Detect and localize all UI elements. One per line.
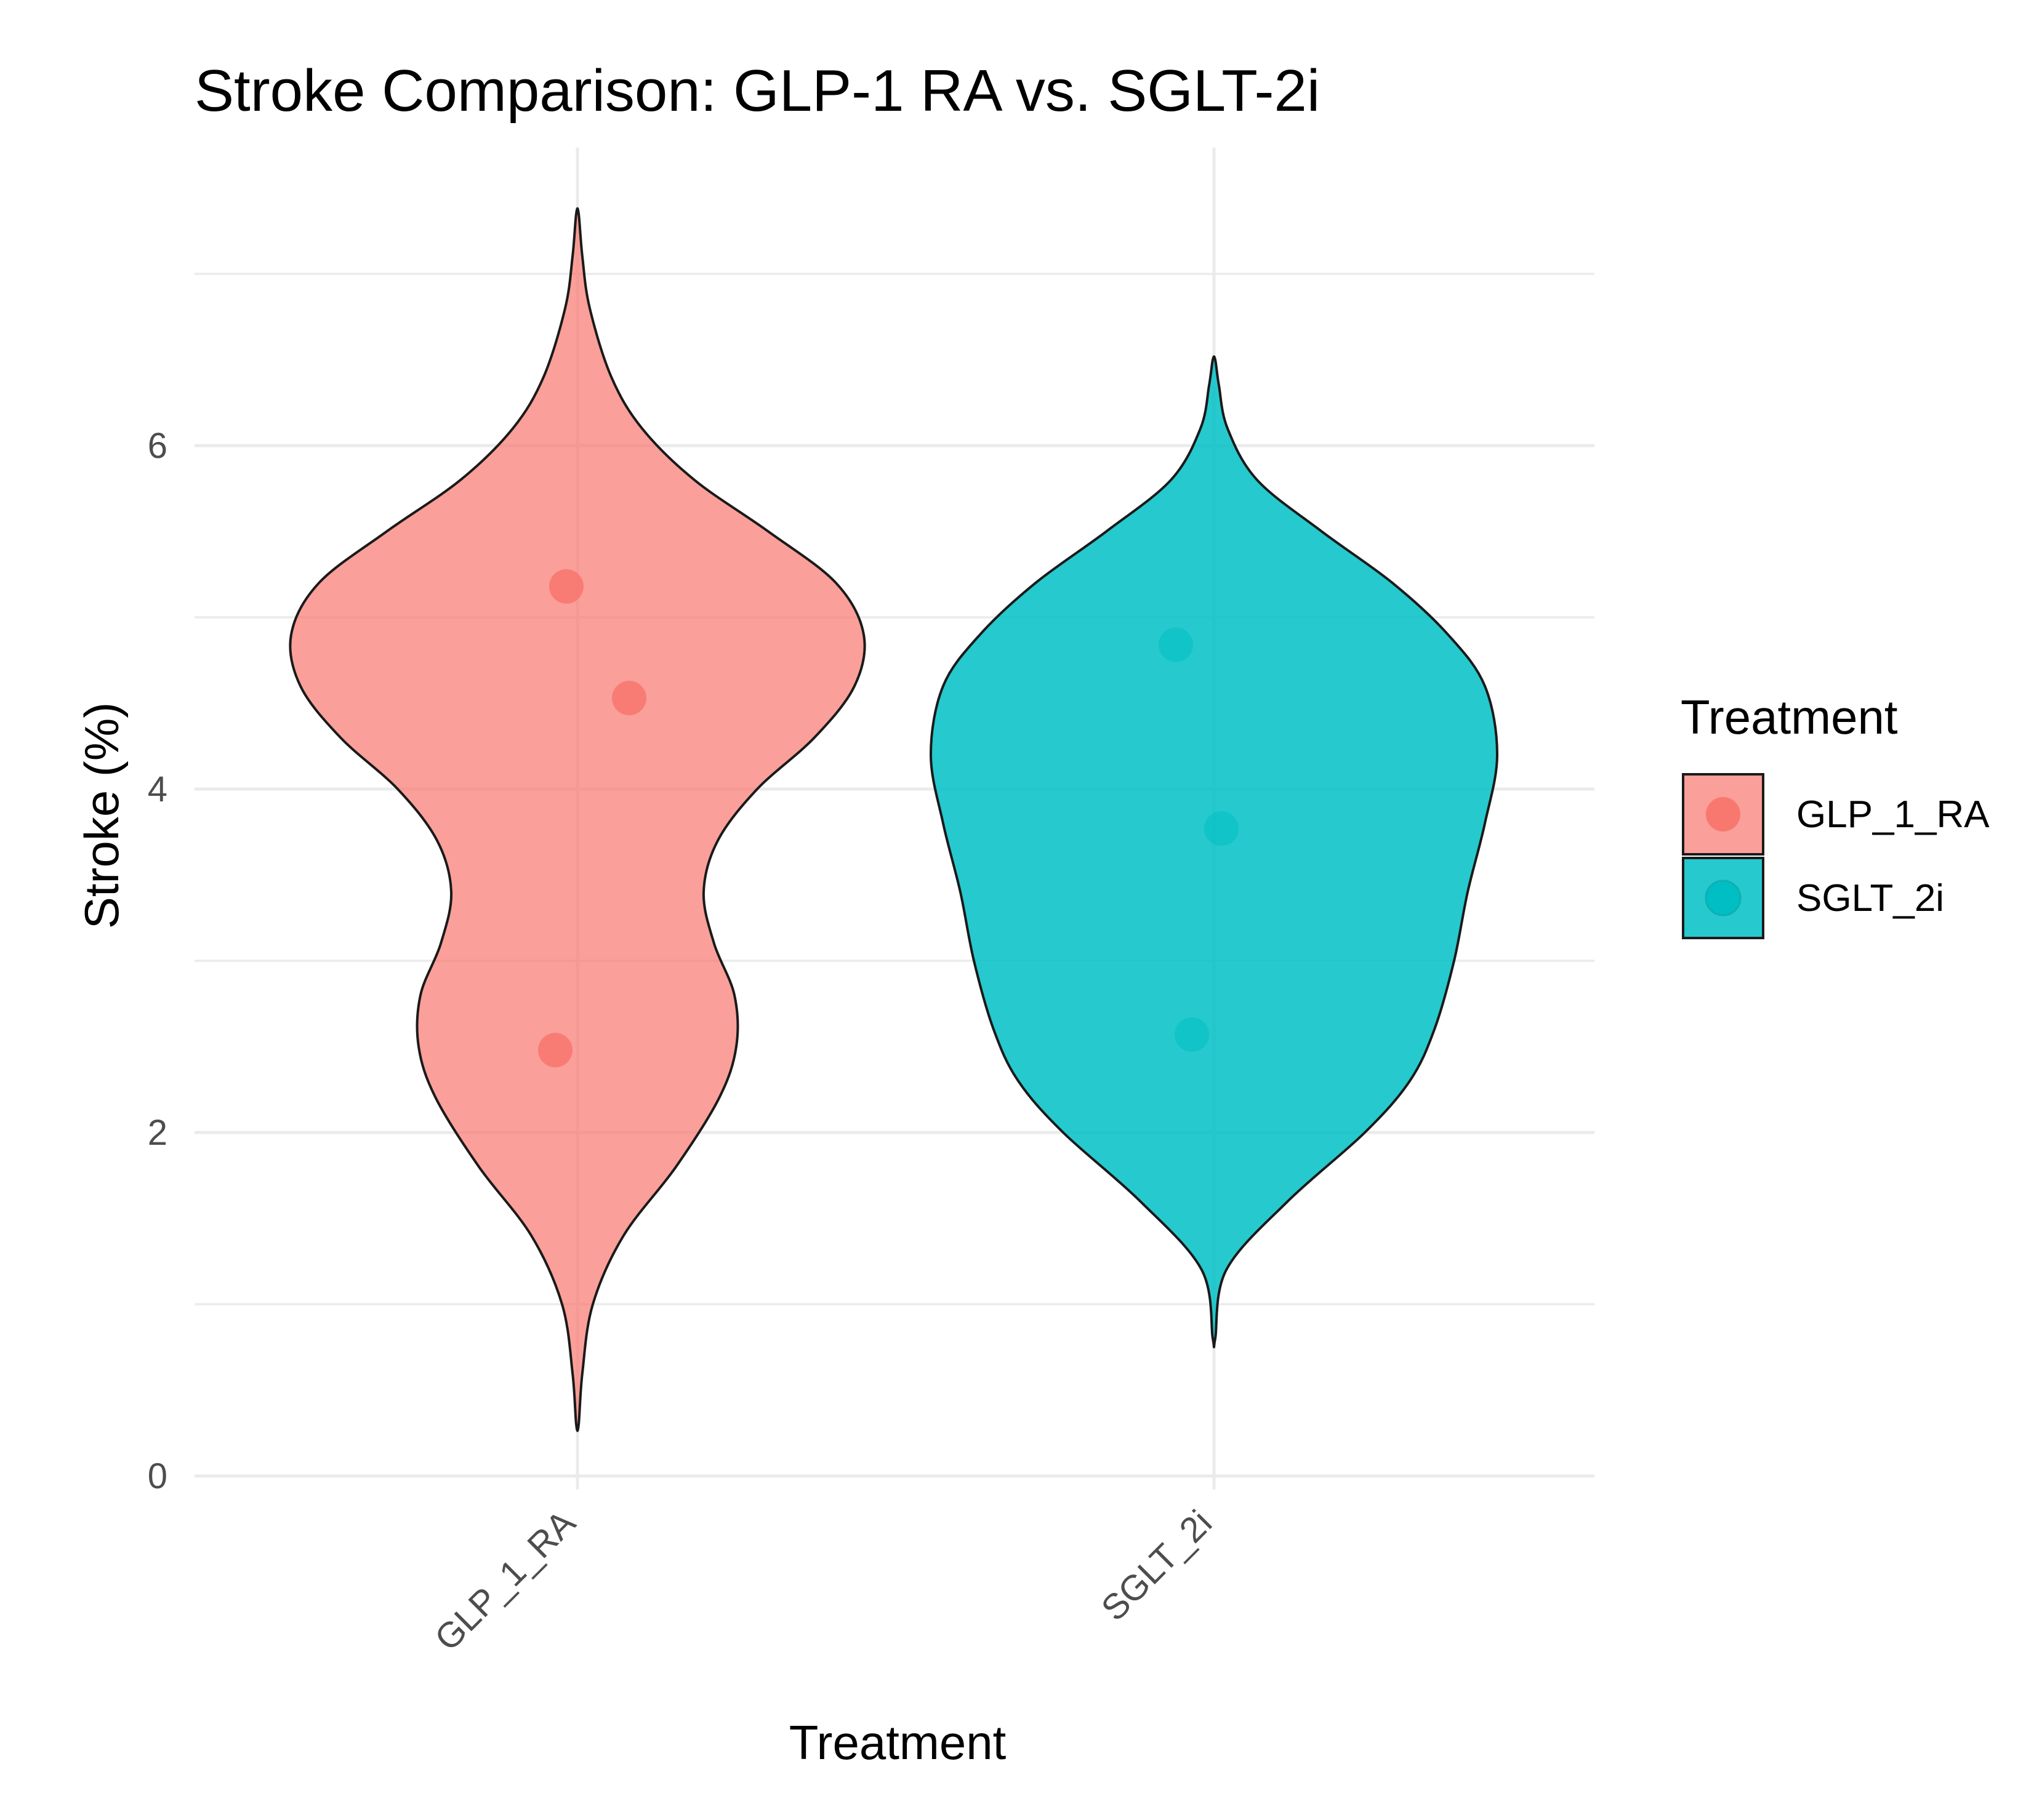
x-axis-title: Treatment (789, 1715, 1007, 1770)
data-point (1204, 811, 1239, 846)
violin-sglt-2i (929, 355, 1499, 1349)
y-tick-label: 4 (148, 769, 167, 809)
legend-point-icon (1705, 880, 1742, 916)
data-point (538, 1033, 573, 1068)
y-axis-ticks: 0 2 4 6 (148, 426, 167, 1496)
y-tick-label: 2 (148, 1113, 167, 1153)
chart-title: Stroke Comparison: GLP-1 RA vs. SGLT-2i (195, 58, 1320, 124)
data-point (612, 681, 646, 716)
violins-layer (289, 207, 1499, 1432)
data-point (1175, 1017, 1209, 1052)
points-layer (538, 569, 1239, 1068)
legend-label: SGLT_2i (1796, 877, 1944, 920)
y-tick-label: 6 (148, 426, 167, 466)
legend-point-icon (1706, 797, 1740, 832)
data-point (1159, 627, 1193, 662)
legend: Treatment GLP_1_RA SGLT_2i (1681, 690, 1990, 939)
y-axis-title: Stroke (%) (74, 702, 129, 929)
legend-title: Treatment (1681, 690, 1898, 744)
violin-glp-1-ra (289, 207, 866, 1432)
data-point (549, 569, 584, 604)
y-tick-label: 0 (148, 1456, 167, 1496)
legend-label: GLP_1_RA (1796, 793, 1990, 836)
